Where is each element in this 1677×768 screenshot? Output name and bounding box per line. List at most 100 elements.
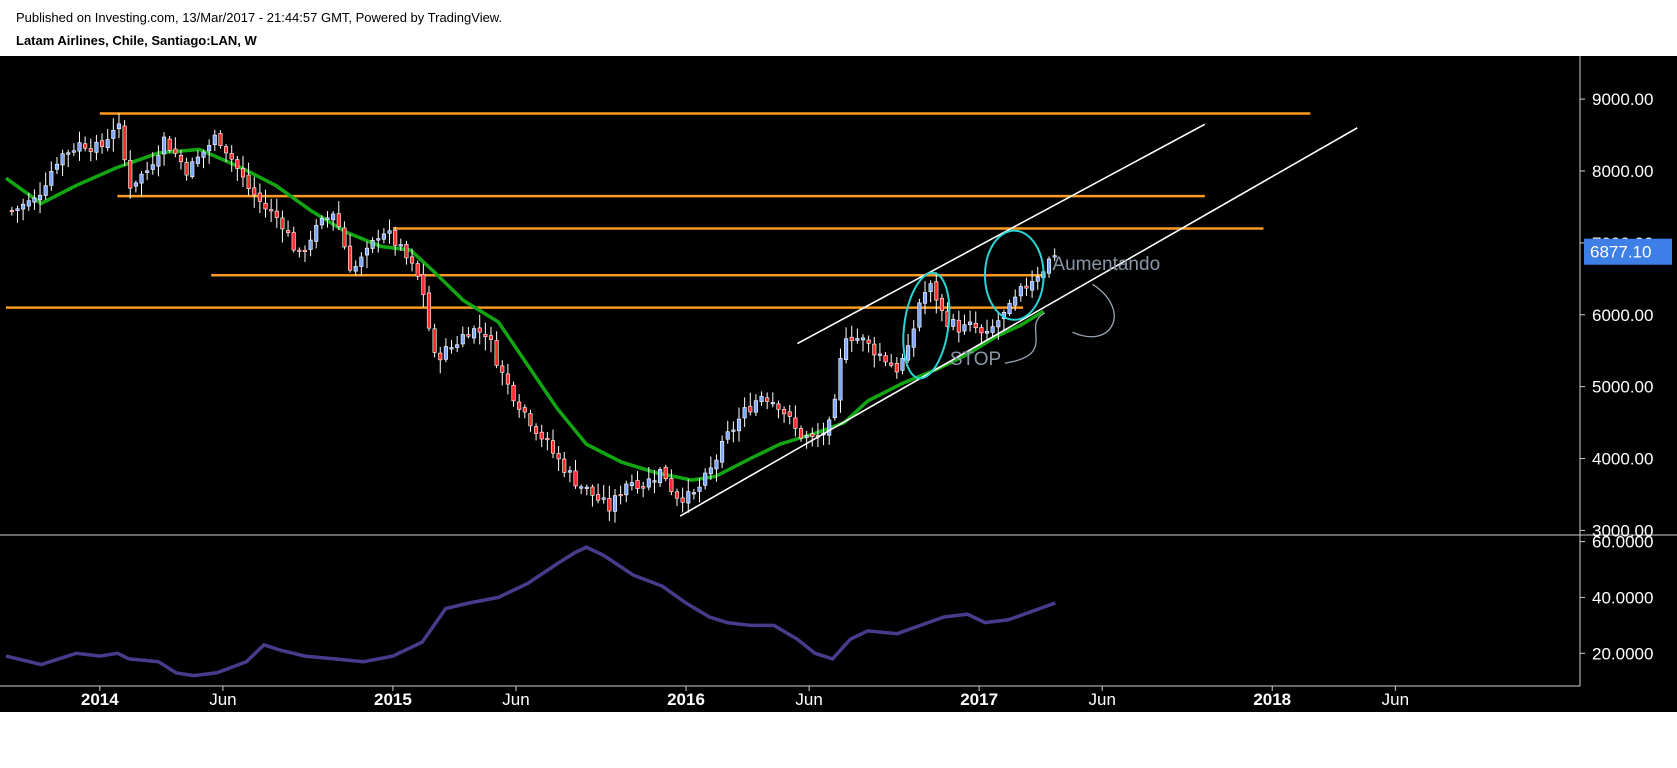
candle[interactable]: [1018, 283, 1023, 302]
candle[interactable]: [21, 198, 26, 221]
candle[interactable]: [736, 407, 742, 442]
candle[interactable]: [88, 138, 93, 162]
candle[interactable]: [71, 143, 76, 156]
candle[interactable]: [43, 172, 48, 200]
candle[interactable]: [979, 324, 984, 344]
candle[interactable]: [691, 488, 696, 500]
candle[interactable]: [793, 405, 798, 437]
candle[interactable]: [1030, 270, 1035, 298]
annotation-0[interactable]: Aumentando: [1052, 254, 1160, 275]
highlight-ellipse-1[interactable]: [983, 229, 1045, 321]
candle[interactable]: [494, 331, 499, 369]
candle[interactable]: [1035, 266, 1040, 290]
candle[interactable]: [680, 487, 685, 513]
candle[interactable]: [844, 327, 849, 364]
candle[interactable]: [37, 182, 43, 214]
candle[interactable]: [770, 392, 775, 408]
candle[interactable]: [128, 150, 133, 199]
candle[interactable]: [782, 406, 787, 423]
candle[interactable]: [331, 211, 336, 231]
candle[interactable]: [939, 293, 944, 322]
candle[interactable]: [167, 135, 172, 153]
channel-line-1[interactable]: [679, 127, 1358, 517]
candle[interactable]: [877, 343, 882, 362]
candle[interactable]: [404, 240, 409, 265]
candle[interactable]: [787, 405, 792, 425]
candle[interactable]: [54, 156, 60, 175]
candle[interactable]: [393, 226, 398, 256]
candle[interactable]: [116, 113, 122, 139]
candle[interactable]: [607, 485, 612, 522]
candle[interactable]: [522, 404, 527, 419]
candle[interactable]: [984, 319, 990, 341]
candle[interactable]: [398, 238, 403, 251]
candle[interactable]: [49, 161, 54, 191]
candle[interactable]: [364, 241, 370, 269]
candle[interactable]: [612, 489, 618, 523]
candle[interactable]: [376, 229, 381, 253]
candle[interactable]: [534, 423, 539, 441]
candle[interactable]: [1052, 248, 1057, 262]
candle[interactable]: [635, 471, 640, 494]
candle[interactable]: [252, 176, 257, 208]
candle[interactable]: [663, 464, 668, 482]
candle[interactable]: [94, 134, 99, 161]
candle[interactable]: [77, 131, 82, 161]
candle[interactable]: [951, 313, 956, 331]
candle[interactable]: [336, 201, 341, 231]
candle[interactable]: [629, 474, 634, 491]
candle[interactable]: [438, 346, 443, 374]
candle[interactable]: [720, 435, 725, 468]
candle[interactable]: [1007, 299, 1012, 317]
candle[interactable]: [669, 469, 674, 496]
candle[interactable]: [83, 136, 88, 152]
candle[interactable]: [962, 314, 967, 335]
candle[interactable]: [415, 260, 420, 281]
candle[interactable]: [725, 420, 730, 444]
candle[interactable]: [562, 452, 567, 478]
candle[interactable]: [1013, 289, 1018, 311]
candle[interactable]: [928, 280, 933, 303]
candle[interactable]: [9, 206, 14, 216]
candle[interactable]: [359, 252, 364, 276]
candle[interactable]: [314, 219, 319, 249]
highlight-ellipse-0[interactable]: [897, 270, 955, 381]
candle[interactable]: [111, 118, 116, 152]
candle[interactable]: [60, 149, 65, 176]
candle[interactable]: [956, 310, 961, 343]
candle[interactable]: [291, 226, 296, 253]
candle[interactable]: [139, 170, 144, 197]
candle[interactable]: [601, 484, 606, 504]
candle[interactable]: [449, 339, 454, 354]
candle[interactable]: [325, 211, 330, 228]
candle[interactable]: [556, 446, 561, 472]
candle[interactable]: [15, 205, 20, 223]
candle[interactable]: [697, 478, 702, 503]
candle[interactable]: [100, 133, 105, 154]
candle[interactable]: [218, 130, 223, 149]
candle[interactable]: [996, 313, 1001, 340]
candle[interactable]: [968, 310, 973, 332]
candle[interactable]: [894, 357, 899, 379]
candle[interactable]: [596, 483, 601, 504]
candle[interactable]: [731, 421, 736, 443]
candle[interactable]: [269, 198, 274, 223]
candle[interactable]: [838, 348, 843, 413]
candle[interactable]: [443, 338, 448, 363]
moving-average-line[interactable]: [4, 147, 1045, 482]
candle[interactable]: [883, 352, 888, 367]
candle[interactable]: [235, 156, 240, 181]
candle[interactable]: [410, 248, 415, 272]
candle[interactable]: [900, 353, 905, 375]
candle[interactable]: [286, 220, 291, 237]
candle[interactable]: [122, 120, 127, 167]
candle[interactable]: [849, 325, 854, 353]
candle[interactable]: [866, 335, 871, 353]
candle[interactable]: [911, 320, 916, 357]
candle[interactable]: [528, 409, 533, 432]
candle[interactable]: [488, 326, 494, 353]
annotation-1[interactable]: STOP: [950, 349, 1001, 370]
candle[interactable]: [381, 228, 386, 244]
candle[interactable]: [432, 323, 437, 358]
indicator-pane[interactable]: [5, 545, 1056, 678]
